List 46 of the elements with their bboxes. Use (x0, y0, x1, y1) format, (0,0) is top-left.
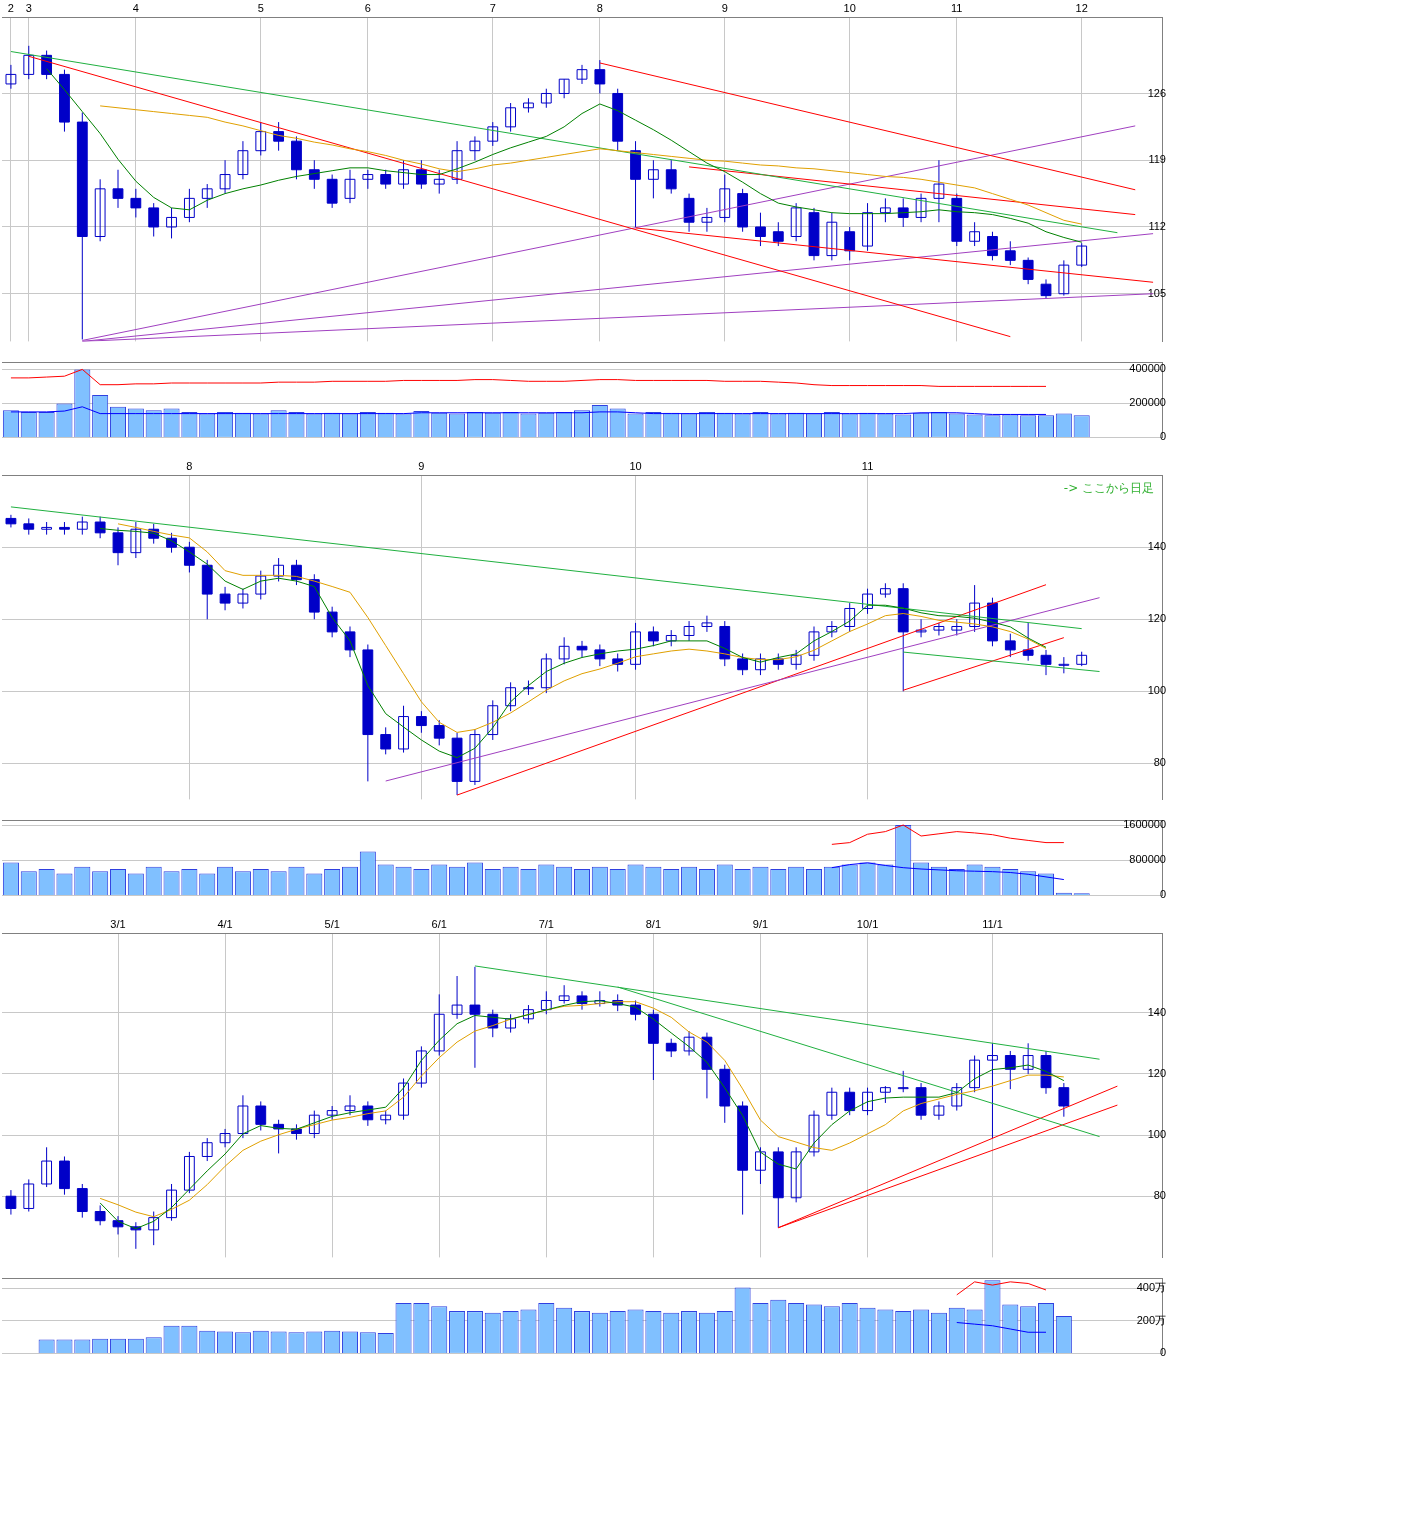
x-tick-label: 7 (489, 1, 496, 14)
y-tick-label: 80 (1153, 1189, 1166, 1202)
x-tick-label: 11/1 (982, 917, 1003, 930)
x-tick-label: 8 (186, 459, 193, 472)
x-tick-label: 2 (7, 1, 14, 14)
x-tick-label: 8/1 (645, 917, 662, 930)
x-tick-label: 12 (1075, 1, 1088, 14)
x-tick-label: 4 (132, 1, 139, 14)
y-tick-label: 400万 (1136, 1281, 1166, 1294)
y-tick-label: 0 (1159, 1346, 1166, 1359)
x-tick-label: 11 (951, 1, 963, 14)
y-tick-label: 126 (1147, 86, 1166, 99)
x-tick-label: 9/1 (752, 917, 769, 930)
x-tick-label: 5 (257, 1, 264, 14)
x-tick-label: 9 (418, 459, 425, 472)
y-tick-label: 120 (1147, 612, 1166, 625)
x-tick-label: 4/1 (217, 917, 233, 930)
y-tick-label: 100 (1147, 684, 1166, 697)
x-tick-label: 6/1 (431, 917, 447, 930)
x-tick-label: 10 (843, 1, 856, 14)
x-tick-label: 3/1 (110, 917, 126, 930)
y-tick-label: 100 (1147, 1128, 1166, 1141)
x-tick-label: 3 (25, 1, 32, 14)
y-tick-label: 200000 (1129, 396, 1166, 409)
x-tick-label: 9 (721, 1, 728, 14)
y-tick-label: 105 (1147, 286, 1166, 299)
y-tick-label: 140 (1147, 540, 1166, 553)
y-tick-label: 400000 (1129, 362, 1166, 375)
y-tick-label: 80 (1153, 756, 1166, 769)
y-tick-label: 119 (1148, 153, 1166, 166)
y-tick-label: 120 (1147, 1066, 1166, 1079)
x-tick-label: 11 (861, 459, 874, 472)
y-tick-label: 200万 (1136, 1313, 1166, 1326)
y-tick-label: 800000 (1129, 853, 1166, 866)
y-tick-label: 0 (1159, 430, 1166, 443)
x-tick-label: 7/1 (538, 917, 554, 930)
x-tick-label: 10 (629, 459, 642, 472)
y-tick-label: 1600000 (1123, 818, 1166, 831)
x-tick-label: 6 (364, 1, 371, 14)
x-tick-label: 5/1 (324, 917, 340, 930)
y-tick-label: 0 (1159, 888, 1166, 901)
y-tick-label: 112 (1148, 220, 1166, 233)
annotation: -> ここから日足 (1063, 481, 1154, 496)
y-tick-label: 140 (1147, 1005, 1166, 1018)
x-tick-label: 10/1 (856, 917, 879, 930)
x-tick-label: 8 (596, 1, 603, 14)
